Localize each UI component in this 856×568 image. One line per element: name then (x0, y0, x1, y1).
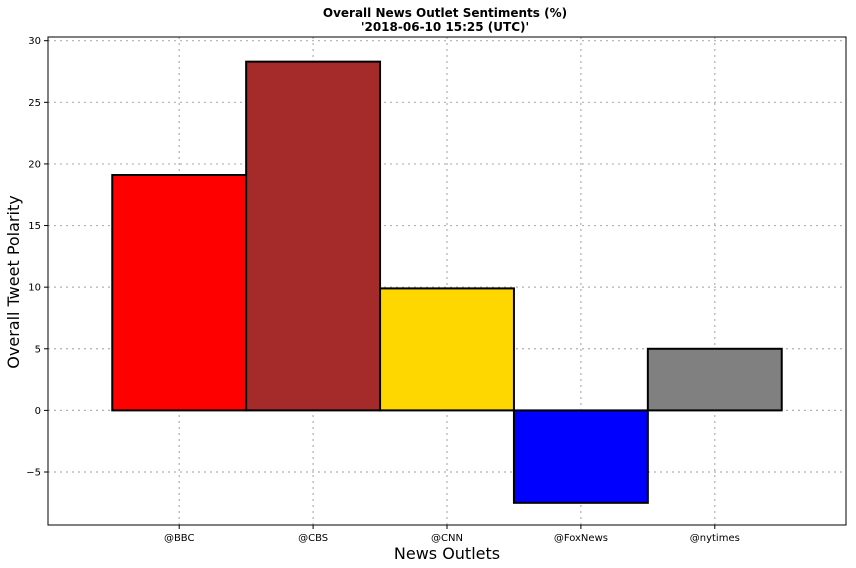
x-tick-label: @BBC (164, 533, 195, 544)
y-axis-ticks: −5 0 5 10 15 20 25 30 (26, 36, 48, 479)
y-axis-label: Overall Tweet Polarity (4, 195, 23, 368)
bar-nytimes (646, 347, 783, 412)
x-tick-label: @CNN (431, 533, 463, 544)
chart-title: Overall News Outlet Sentiments (%) (323, 6, 567, 20)
bar-bbc (111, 174, 248, 412)
bar-cbs (245, 60, 382, 412)
y-tick-label: 30 (28, 36, 41, 47)
chart-subtitle: '2018-06-10 15:25 (UTC)' (361, 20, 529, 34)
x-axis-label: News Outlets (394, 544, 500, 563)
x-axis-ticks: @BBC @CBS @CNN @FoxNews @nytimes (164, 525, 740, 544)
bars (111, 60, 783, 504)
x-tick-label: @FoxNews (554, 533, 608, 544)
y-tick-label: 5 (35, 344, 41, 355)
y-tick-label: 25 (28, 98, 41, 109)
y-tick-label: 0 (35, 406, 41, 417)
y-tick-label: −5 (26, 468, 41, 479)
bar-foxnews (512, 409, 649, 504)
y-tick-label: 20 (28, 159, 41, 170)
x-tick-label: @nytimes (690, 533, 740, 544)
bar-cnn (379, 287, 515, 412)
x-tick-label: @CBS (298, 533, 328, 544)
y-tick-label: 10 (28, 283, 41, 294)
y-tick-label: 15 (28, 221, 41, 232)
